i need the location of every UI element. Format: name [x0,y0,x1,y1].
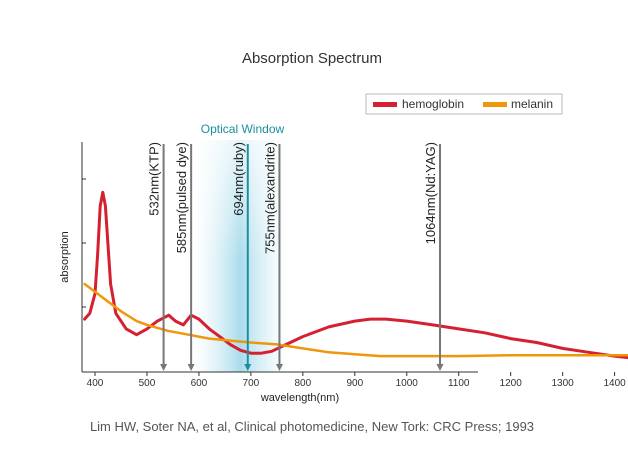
laser-arrow [160,364,168,371]
x-tick-label: 1400 [603,378,626,389]
x-tick-label: 1000 [396,378,419,389]
laser-arrow [187,364,195,371]
legend-swatch-hemoglobin [373,102,397,107]
x-tick-label: 1300 [552,378,575,389]
x-tick-label: 500 [139,378,156,389]
optical-window-label: Optical Window [201,122,285,136]
legend-swatch-melanin [483,102,507,107]
y-axis-label: absorption [59,231,71,282]
x-tick-label: 700 [243,378,260,389]
laser-label: 1064nm(Nd:YAG) [423,142,438,244]
x-axis-label: wavelength(nm) [260,392,339,404]
x-tick-label: 1100 [448,378,470,389]
legend: hemoglobin melanin [365,93,563,115]
laser-label: 755nm(alexandrite) [262,142,277,254]
x-tick-label: 1200 [500,378,523,389]
series-layer [83,190,628,360]
series-line-hemoglobin [83,190,628,360]
laser-label: 694nm(ruby) [231,142,246,216]
x-tick-label: 600 [191,378,208,389]
x-tick-label: 400 [87,378,104,389]
citation: Lim HW, Soter NA, et al, Clinical photom… [90,419,534,434]
legend-label-melanin: melanin [511,97,553,111]
optical-window: Optical Window [193,122,288,372]
optical-window-fade [193,140,288,260]
laser-arrow [244,364,252,371]
series-line-melanin [83,282,628,358]
x-tick-label: 800 [294,378,311,389]
x-ticks: 4005006007008009001000110012001300140015… [87,372,626,389]
x-tick-label: 900 [346,378,363,389]
laser-label: 585nm(pulsed dye) [174,142,189,253]
legend-label-hemoglobin: hemoglobin [402,97,464,111]
laser-layer: 532nm(KTP) 585nm(pulsed dye) 694nm(ruby) 75… [147,142,444,371]
laser-arrow [275,364,283,371]
laser-arrow [436,364,444,371]
chart-title: Absorption Spectrum [242,50,382,67]
laser-label: 532nm(KTP) [147,142,162,216]
